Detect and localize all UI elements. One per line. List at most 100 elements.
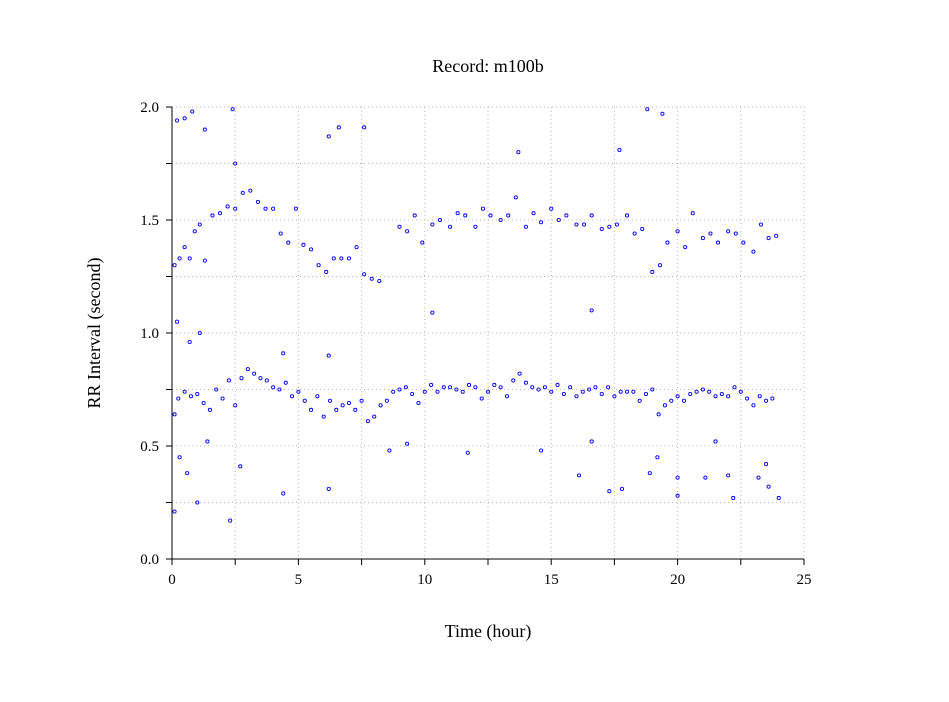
data-point: [506, 213, 511, 218]
grid: [171, 106, 805, 560]
data-point: [643, 391, 649, 397]
data-point: [384, 398, 389, 403]
data-point: [776, 495, 781, 501]
data-point: [574, 394, 579, 399]
data-point: [708, 231, 713, 236]
data-point: [429, 382, 434, 388]
data-point: [657, 263, 662, 268]
data-point: [412, 213, 417, 218]
data-point: [582, 222, 587, 227]
data-point: [281, 491, 286, 496]
data-point: [264, 378, 269, 383]
data-point: [210, 213, 215, 218]
data-point: [731, 495, 736, 501]
data-point: [488, 213, 493, 218]
data-point: [172, 263, 177, 268]
data-point: [405, 229, 410, 234]
y-tick-label: 2.0: [140, 100, 159, 116]
data-point: [187, 339, 192, 345]
data-point: [175, 319, 180, 324]
chart-title: Record: m100b: [432, 56, 543, 76]
data-point: [315, 394, 320, 399]
data-point: [226, 378, 231, 383]
data-point: [353, 407, 358, 412]
data-point: [334, 407, 339, 412]
data-point: [233, 161, 238, 166]
data-point: [655, 455, 660, 460]
data-point: [700, 387, 705, 392]
data-point: [539, 448, 544, 453]
data-point: [542, 385, 547, 390]
data-point: [675, 475, 680, 480]
data-point: [688, 391, 693, 397]
data-point: [485, 389, 491, 394]
data-point: [187, 256, 192, 261]
data-point: [738, 389, 743, 394]
data-point: [197, 330, 202, 336]
data-point: [574, 222, 579, 227]
data-point: [397, 224, 402, 229]
data-point: [217, 211, 223, 216]
data-point: [403, 385, 408, 390]
data-point: [645, 107, 650, 112]
data-point: [618, 389, 623, 394]
data-point: [732, 385, 737, 390]
data-point: [354, 245, 359, 250]
y-tick-label: 0.5: [140, 439, 159, 455]
data-point: [416, 401, 421, 406]
data-point: [660, 111, 665, 116]
data-point: [463, 213, 468, 218]
x-tick-label: 10: [417, 572, 432, 588]
data-point: [397, 387, 402, 392]
data-point: [751, 403, 756, 408]
data-point: [726, 229, 731, 234]
data-point: [336, 125, 341, 130]
data-point: [192, 229, 197, 234]
data-point: [283, 380, 288, 385]
data-point: [764, 462, 769, 467]
data-point: [365, 419, 370, 424]
data-point: [296, 389, 301, 394]
data-point: [614, 222, 619, 227]
data-point: [301, 242, 306, 247]
data-point: [624, 213, 630, 218]
data-point: [177, 455, 182, 460]
data-point: [576, 473, 582, 478]
data-point: [271, 206, 276, 211]
data-point: [745, 396, 750, 401]
data-point: [770, 396, 775, 401]
x-tick-label: 25: [797, 572, 812, 588]
data-point: [228, 518, 233, 523]
data-point: [690, 211, 695, 216]
data-point: [405, 441, 410, 446]
data-point: [757, 394, 762, 399]
data-point: [517, 371, 522, 376]
data-point: [561, 391, 566, 397]
data-point: [201, 401, 206, 406]
data-point: [377, 278, 382, 284]
data-point: [589, 308, 594, 313]
data-point: [593, 385, 598, 390]
data-point: [185, 471, 190, 476]
data-point: [441, 385, 446, 390]
data-point: [741, 240, 746, 245]
data-point: [715, 240, 721, 245]
data-point: [190, 109, 195, 114]
data-point: [650, 387, 655, 392]
data-point: [619, 486, 625, 491]
data-point: [683, 245, 688, 250]
data-point: [751, 249, 756, 254]
data-point: [556, 217, 561, 223]
data-point: [293, 206, 298, 211]
data-point: [675, 229, 680, 234]
data-point: [703, 475, 708, 480]
data-point: [239, 376, 244, 381]
data-point: [278, 231, 283, 236]
data-point: [252, 371, 257, 376]
data-point: [498, 385, 503, 390]
data-point: [599, 391, 604, 397]
ticks: 0 5 10 15 20 25 0.0 0.5 1.0 1.5 2.0: [140, 100, 811, 588]
data-point: [568, 385, 573, 390]
data-point: [539, 220, 544, 225]
data-point: [277, 387, 282, 392]
